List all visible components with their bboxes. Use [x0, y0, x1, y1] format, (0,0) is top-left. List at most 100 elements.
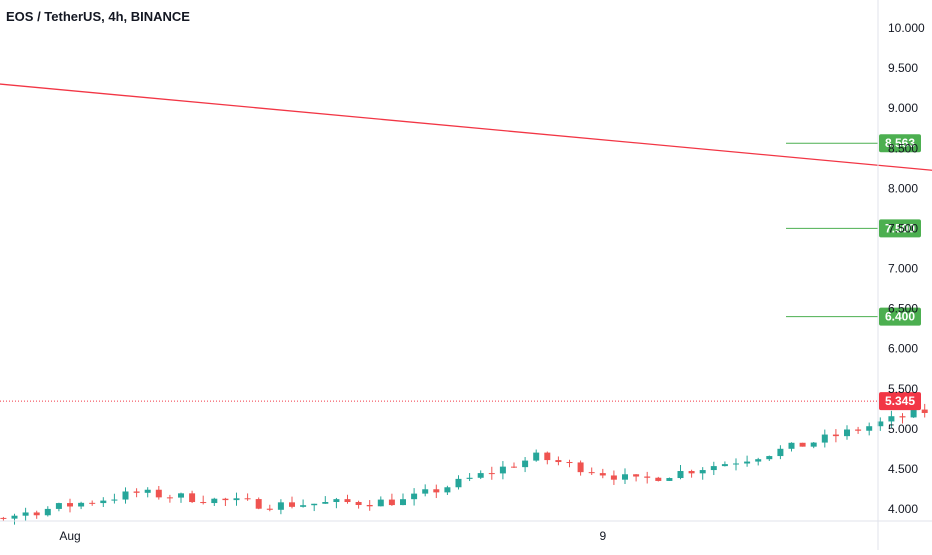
candle-body — [189, 493, 196, 503]
y-tick-label: 4.500 — [888, 462, 918, 476]
candle-body — [755, 459, 762, 462]
candle-body — [366, 504, 373, 507]
candle-body — [100, 500, 107, 504]
y-tick-label: 8.500 — [888, 141, 918, 155]
target-level-badge — [879, 219, 921, 238]
x-tick-label: 9 — [599, 529, 606, 543]
y-tick-label: 7.500 — [888, 221, 918, 235]
y-tick-label: 5.000 — [888, 422, 918, 436]
candle-body — [666, 478, 673, 481]
y-tick-label: 6.500 — [888, 302, 918, 316]
current-price-badge — [879, 392, 921, 411]
candle-body — [499, 466, 506, 474]
candle-body — [211, 498, 218, 504]
candle-body — [411, 493, 418, 500]
candle-body — [111, 499, 118, 501]
candle-body — [855, 429, 862, 431]
candle-body — [78, 502, 85, 507]
target-level-badge — [879, 307, 921, 326]
candle-body — [255, 499, 262, 509]
candle-body — [877, 421, 884, 427]
candle-body — [866, 426, 873, 431]
candle-body — [33, 512, 40, 516]
candle-body — [466, 477, 473, 479]
candle-body — [422, 489, 429, 494]
candle-body — [610, 475, 617, 480]
candle-body — [744, 461, 751, 464]
candle-body — [178, 493, 184, 498]
candle-body — [388, 499, 395, 506]
candle-body — [655, 477, 662, 481]
candle-body — [433, 489, 440, 493]
candle-body — [888, 416, 895, 422]
candle-body — [133, 491, 140, 493]
candle-body — [155, 489, 162, 498]
y-tick-label: 8.000 — [888, 181, 918, 195]
candle-body — [488, 473, 495, 475]
candle-body — [166, 497, 173, 499]
candle-body — [777, 448, 784, 457]
overlays-layer: 8.563 7.500 6.400 5.345 — [0, 83, 932, 411]
candle-body — [788, 442, 795, 449]
candle-body — [588, 472, 595, 474]
y-tick-label: 7.000 — [888, 262, 918, 276]
y-tick-label: 9.000 — [888, 101, 918, 115]
target-level-badge — [879, 134, 921, 153]
candle-body — [766, 456, 773, 460]
candle-body — [566, 462, 573, 464]
target-level-label: 6.400 — [885, 310, 915, 324]
candle-body — [333, 499, 340, 503]
y-tick-label: 5.500 — [888, 382, 918, 396]
candle-body — [311, 503, 318, 506]
current-price-label: 5.345 — [885, 394, 915, 408]
candle-body — [55, 503, 62, 509]
candle-body — [444, 487, 451, 493]
candle-body — [555, 460, 562, 463]
candle-body — [222, 498, 229, 501]
candle-body — [511, 466, 517, 468]
trendline — [0, 83, 932, 171]
candle-body — [533, 452, 540, 461]
target-level-label: 7.500 — [885, 221, 915, 235]
candle-body — [832, 434, 839, 437]
candle-body — [22, 512, 29, 516]
candle-body — [344, 499, 351, 503]
candle-body — [644, 476, 651, 478]
candle-body — [300, 505, 307, 507]
candle-body — [710, 466, 717, 471]
candle-body — [11, 515, 18, 519]
chart-title: EOS / TetherUS, 4h, BINANCE — [6, 9, 190, 24]
candle-body — [200, 502, 207, 504]
candle-body — [266, 508, 273, 510]
candle-body — [821, 434, 828, 443]
candle-body — [89, 502, 96, 504]
candle-body — [921, 409, 928, 413]
candle-body — [233, 498, 240, 501]
x-tick-label: Aug — [59, 529, 80, 543]
candle-body — [622, 474, 628, 480]
candle-body — [144, 489, 151, 493]
candle-body — [733, 463, 739, 465]
candle-body — [677, 471, 684, 479]
candle-body — [0, 517, 7, 519]
candle-body — [688, 471, 695, 474]
candle-body — [910, 409, 917, 418]
y-tick-label: 9.500 — [888, 61, 918, 75]
candle-body — [633, 474, 640, 477]
candle-body — [699, 470, 706, 474]
candle-body — [455, 478, 462, 488]
candle-body — [810, 442, 817, 447]
candle-body — [44, 508, 51, 516]
candle-body — [477, 473, 484, 478]
candle-body — [799, 442, 806, 447]
candle-body — [599, 473, 606, 476]
candle-body — [721, 464, 728, 467]
y-tick-label: 6.000 — [888, 342, 918, 356]
candle-body — [67, 503, 73, 507]
candle-body — [899, 416, 906, 418]
candles-layer — [0, 403, 928, 525]
candle-body — [544, 452, 551, 461]
